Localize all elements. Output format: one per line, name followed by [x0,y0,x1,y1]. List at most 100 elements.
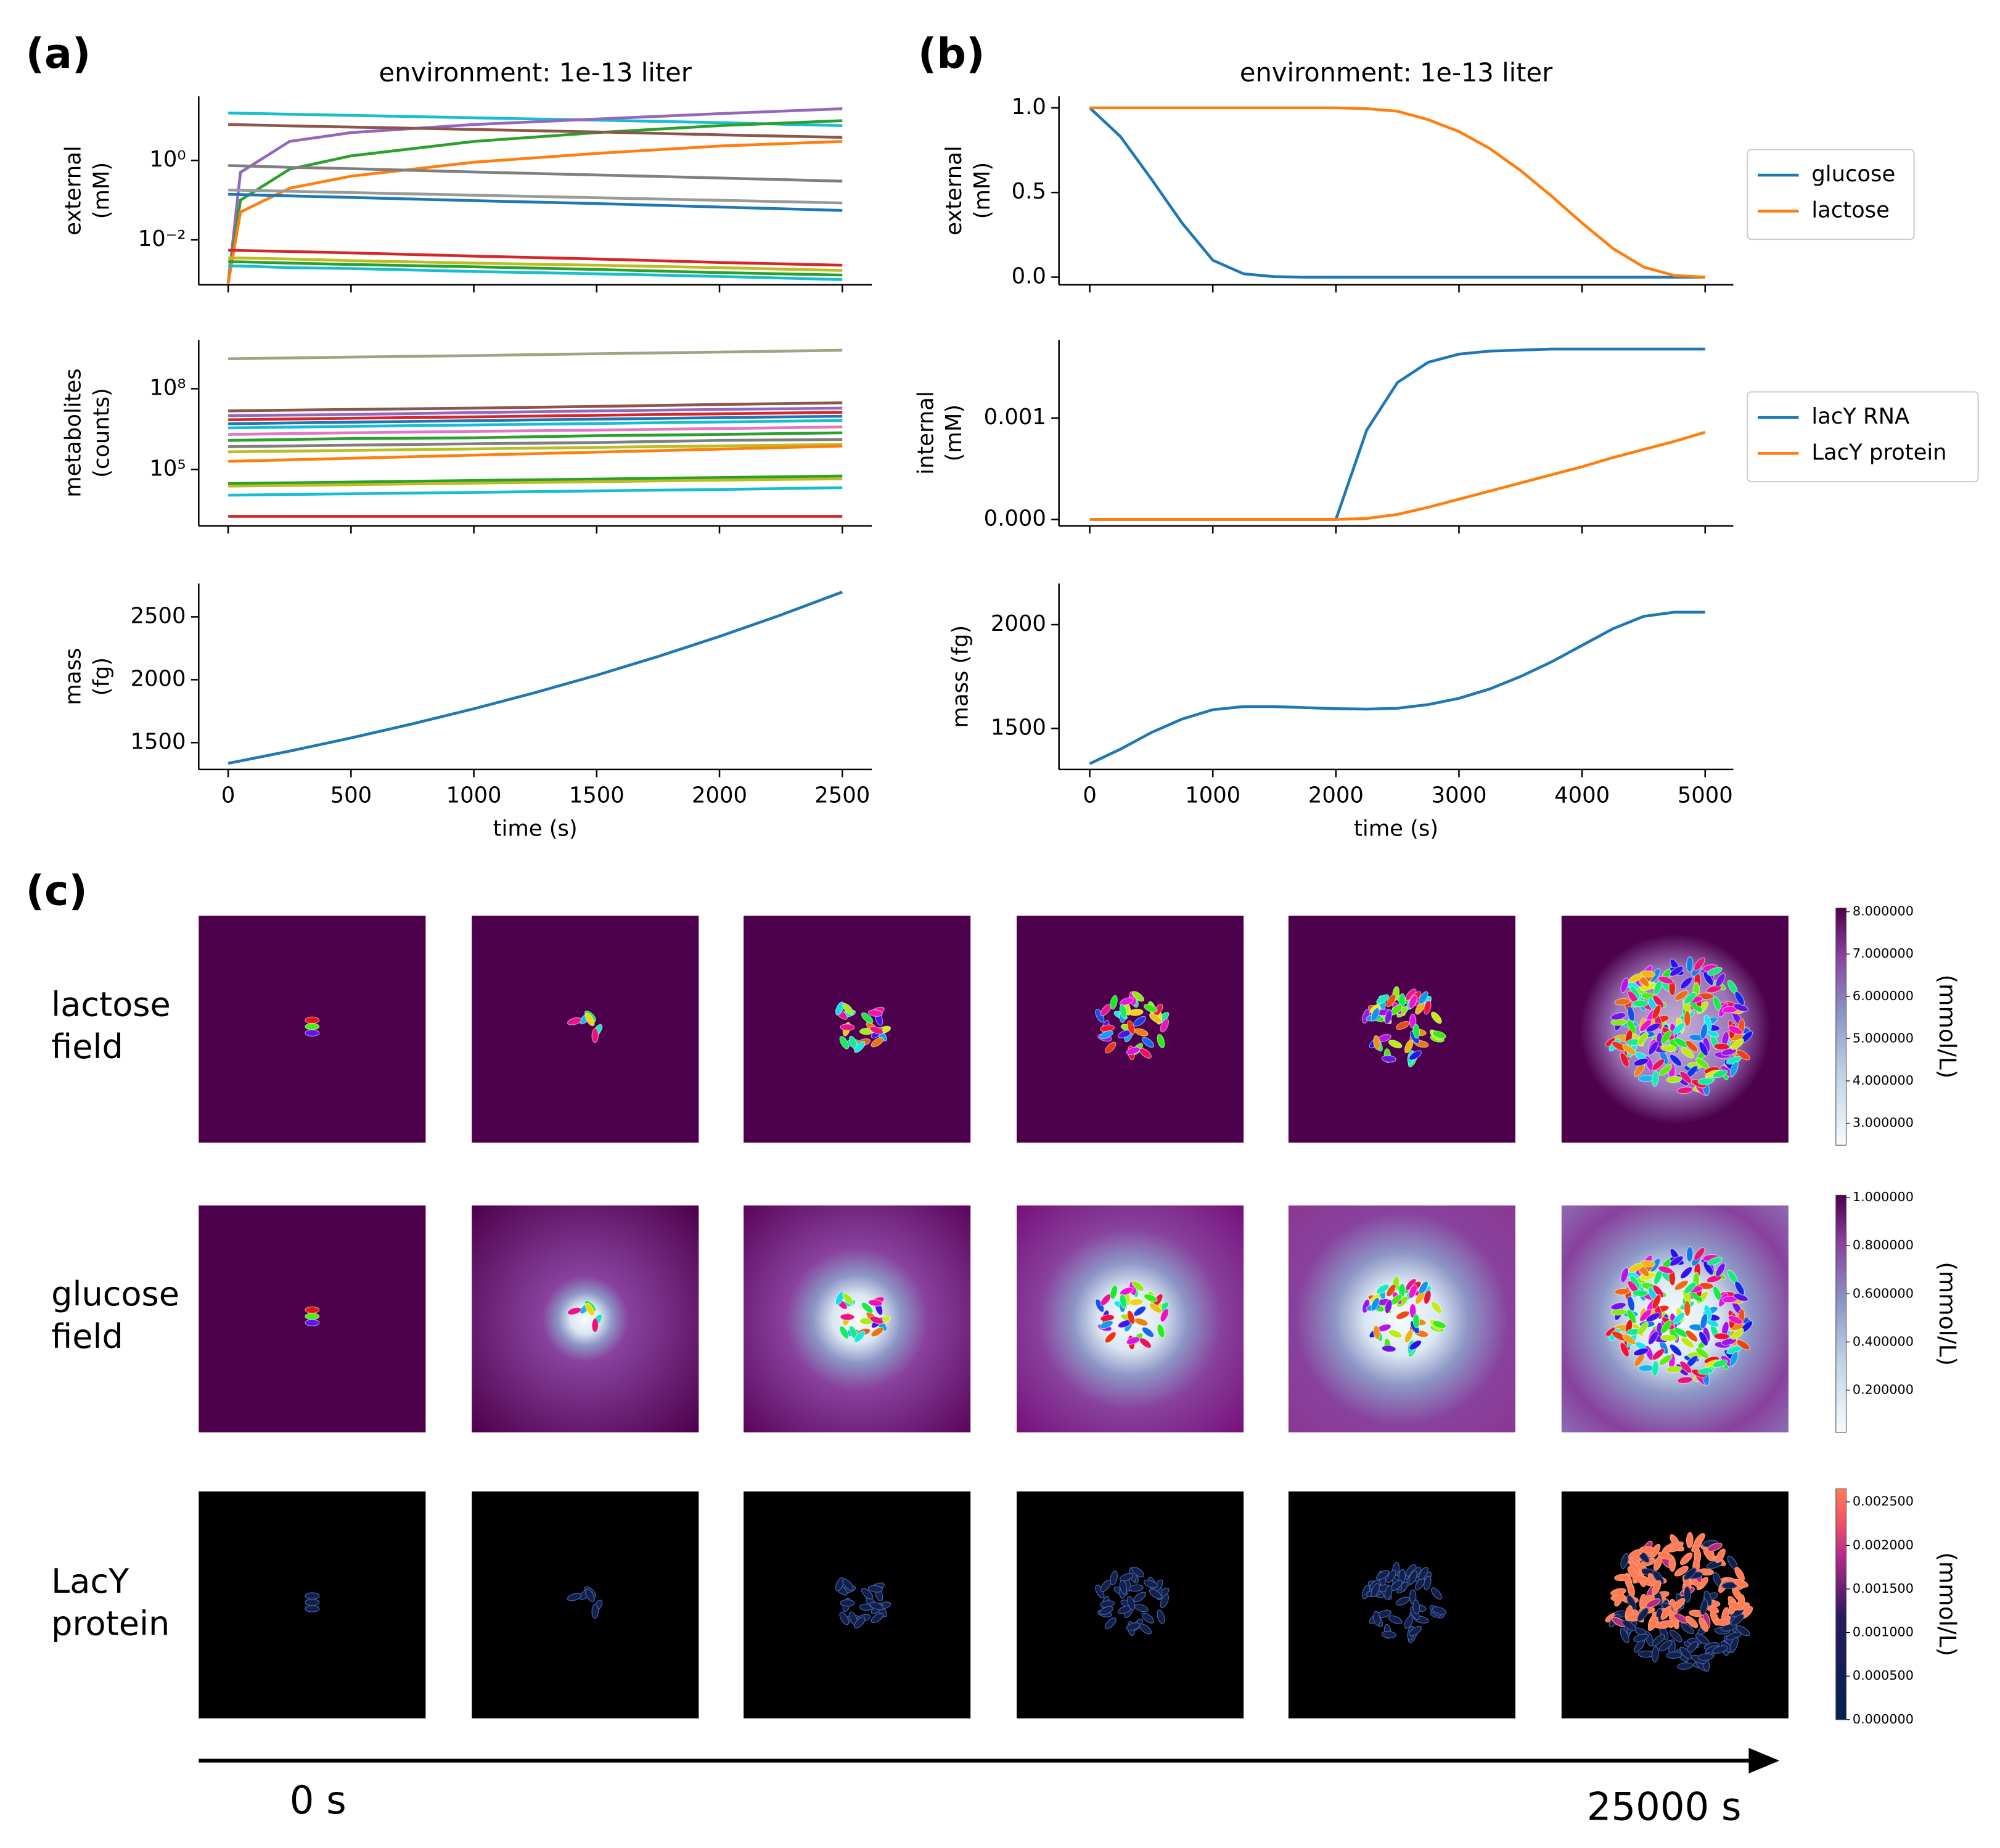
cell [1734,1567,1745,1582]
cell [1685,1329,1699,1342]
cell [1620,1342,1629,1358]
cell [305,1592,320,1600]
cell [871,1037,884,1048]
cell [1412,1313,1420,1329]
cell [591,1028,599,1043]
series-line [228,164,843,183]
colorbar-tick-label: 0.200000 [1853,1382,1914,1397]
cell [1620,1553,1629,1569]
colorbar-tick-label: 0.000500 [1853,1668,1914,1683]
panel-label: (a) [26,30,91,78]
cell [1373,1324,1381,1340]
legend-box [1747,391,1979,483]
cell [1395,1310,1410,1320]
x-tick-label: 2000 [1308,783,1364,808]
cell [1700,1599,1708,1616]
y-tick-label: 10⁸ [149,375,186,400]
cell [1695,1347,1710,1359]
y-axis-label: metabolites [61,368,86,497]
y-tick-label: 1500 [991,715,1046,740]
cell [1418,1281,1428,1294]
series-line [228,419,843,430]
cell [1660,1320,1672,1334]
cell [1680,1622,1695,1635]
cell [584,1012,595,1027]
y-axis-label: (mM) [89,162,114,220]
cell [1697,1653,1714,1661]
cell [871,1612,884,1624]
series-line [227,590,843,765]
cell [1622,1620,1636,1631]
cell [1637,1650,1655,1658]
y-tick-label: 2000 [131,666,186,691]
legend-box [1747,149,1915,240]
cell [1713,1043,1730,1051]
cell [1404,1329,1414,1344]
cell [1395,1021,1410,1030]
x-tick-label: 0 [1083,783,1096,808]
cell [861,1588,874,1600]
colorbar-tick-label: 1.000000 [1853,1189,1914,1204]
cell [1652,1058,1665,1071]
cell [839,1325,850,1339]
cell [1658,975,1674,985]
cell [1384,1009,1393,1024]
cell [1679,1266,1693,1279]
cell [1680,1337,1695,1349]
cell [1628,1263,1643,1273]
cell [1727,1601,1744,1611]
cell [1404,1615,1414,1629]
cell [1628,973,1643,984]
cell [1666,1075,1682,1083]
snapshot [472,915,699,1143]
y-tick-label: 1500 [131,729,186,754]
cell [1658,1551,1674,1560]
row-label: glucose [51,1275,179,1313]
cell [1677,1662,1694,1670]
cell [567,1307,582,1315]
cell [591,1318,599,1333]
x-axis-label: time (s) [493,816,578,842]
cell [861,1302,874,1314]
colorbar-unit: (mmol/L) [1934,1552,1961,1656]
cell [1729,1061,1739,1077]
cell [1622,1044,1636,1056]
series-line [1089,107,1705,279]
cell [1674,990,1689,1001]
time-start: 0 s [290,1778,346,1823]
cell [1685,1616,1699,1628]
cell [1632,1289,1649,1297]
cell [1160,1594,1170,1608]
cell [1614,1574,1631,1582]
legend-label: lactose [1811,197,1890,223]
cell [1143,1294,1158,1303]
cell [1141,1612,1155,1624]
cell [1408,995,1417,1009]
cell [1660,1334,1677,1342]
cell [1637,1365,1655,1372]
cell [1660,1606,1672,1620]
cell [853,1616,866,1629]
cell [1110,1284,1118,1300]
cell [1672,1598,1686,1611]
cell [1652,1284,1665,1299]
cell [1423,1289,1432,1305]
cell [584,1588,595,1602]
cell [1408,1284,1417,1299]
cell [1633,1633,1649,1642]
cell [1632,1575,1649,1583]
cell [840,1024,855,1031]
series-line [228,445,843,463]
cell [1652,995,1665,1009]
legend-label: LacY protein [1811,440,1946,465]
cell [305,1306,320,1314]
cell [1141,1326,1155,1338]
cell [305,1029,320,1037]
series-line [228,188,843,205]
cell [1143,1004,1158,1013]
cell [1119,1294,1128,1308]
cell [1628,1548,1643,1559]
x-tick-label: 1000 [1185,783,1240,808]
series-line [228,414,843,425]
